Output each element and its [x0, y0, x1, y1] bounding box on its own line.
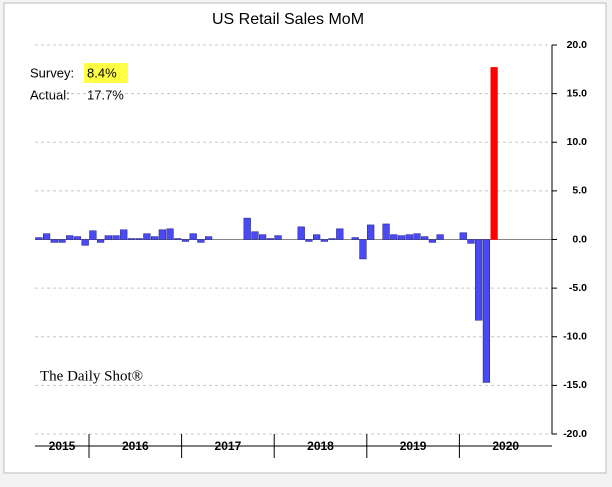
bar — [297, 226, 305, 240]
bar — [459, 232, 467, 240]
bar — [143, 233, 151, 240]
bar — [35, 237, 43, 240]
bar — [266, 238, 274, 240]
bar — [490, 67, 498, 240]
y-tick-label: 0.0 — [572, 233, 587, 245]
bar — [320, 239, 328, 242]
bar — [251, 231, 259, 240]
bar — [367, 224, 375, 240]
bar — [189, 233, 197, 240]
bar — [413, 233, 421, 240]
bar — [336, 228, 344, 240]
actual-value: 17.7% — [87, 87, 124, 102]
bar — [328, 238, 336, 240]
bar — [166, 228, 174, 240]
bar — [104, 235, 112, 240]
bar — [467, 239, 475, 244]
bar — [382, 223, 390, 240]
bar — [482, 239, 491, 383]
bar — [428, 239, 437, 243]
y-tick-label: -15.0 — [563, 379, 587, 391]
bar — [120, 229, 128, 240]
x-tick-label: 2015 — [49, 439, 76, 453]
bar — [313, 234, 321, 240]
bar — [181, 239, 190, 242]
bar — [58, 239, 66, 243]
y-tick-label: -10.0 — [563, 331, 587, 343]
y-tick-label: 10.0 — [567, 136, 588, 148]
watermark: The Daily Shot® — [40, 368, 143, 384]
bar — [197, 239, 205, 243]
bar — [150, 236, 159, 240]
bar — [274, 235, 282, 240]
bar — [127, 238, 136, 240]
bar — [351, 237, 359, 240]
x-tick-label: 2020 — [492, 439, 519, 453]
bar — [421, 236, 429, 240]
x-tick-label: 2017 — [215, 439, 242, 453]
survey-label: Survey: — [30, 65, 74, 80]
y-tick-label: -20.0 — [563, 428, 587, 440]
bar — [50, 239, 58, 243]
bar — [135, 238, 143, 240]
chart-title: US Retail Sales MoM — [212, 11, 364, 28]
bar — [390, 234, 398, 240]
x-tick-label: 2018 — [307, 439, 334, 453]
bar — [436, 234, 444, 240]
x-tick-label: 2016 — [122, 439, 149, 453]
bar — [89, 230, 97, 240]
y-tick-label: 20.0 — [567, 39, 588, 51]
bar — [405, 234, 413, 240]
bar — [475, 239, 483, 321]
bar — [96, 239, 105, 243]
bar — [73, 236, 82, 240]
y-tick-label: -5.0 — [569, 282, 587, 294]
x-tick-label: 2019 — [400, 439, 427, 453]
bar — [305, 239, 313, 242]
bar — [66, 235, 74, 240]
highlight — [84, 63, 128, 83]
y-tick-label: 15.0 — [567, 87, 588, 99]
bar — [243, 217, 251, 240]
bar — [42, 233, 51, 240]
bar — [174, 238, 182, 240]
bar — [112, 235, 120, 240]
bar — [259, 234, 267, 240]
survey-value: 8.4% — [87, 65, 117, 80]
bar — [81, 239, 89, 246]
y-tick-label: 5.0 — [572, 185, 587, 197]
bar — [359, 239, 367, 260]
bar — [397, 235, 406, 240]
actual-label: Actual: — [30, 87, 70, 102]
bar — [158, 229, 166, 240]
bar — [205, 236, 213, 240]
